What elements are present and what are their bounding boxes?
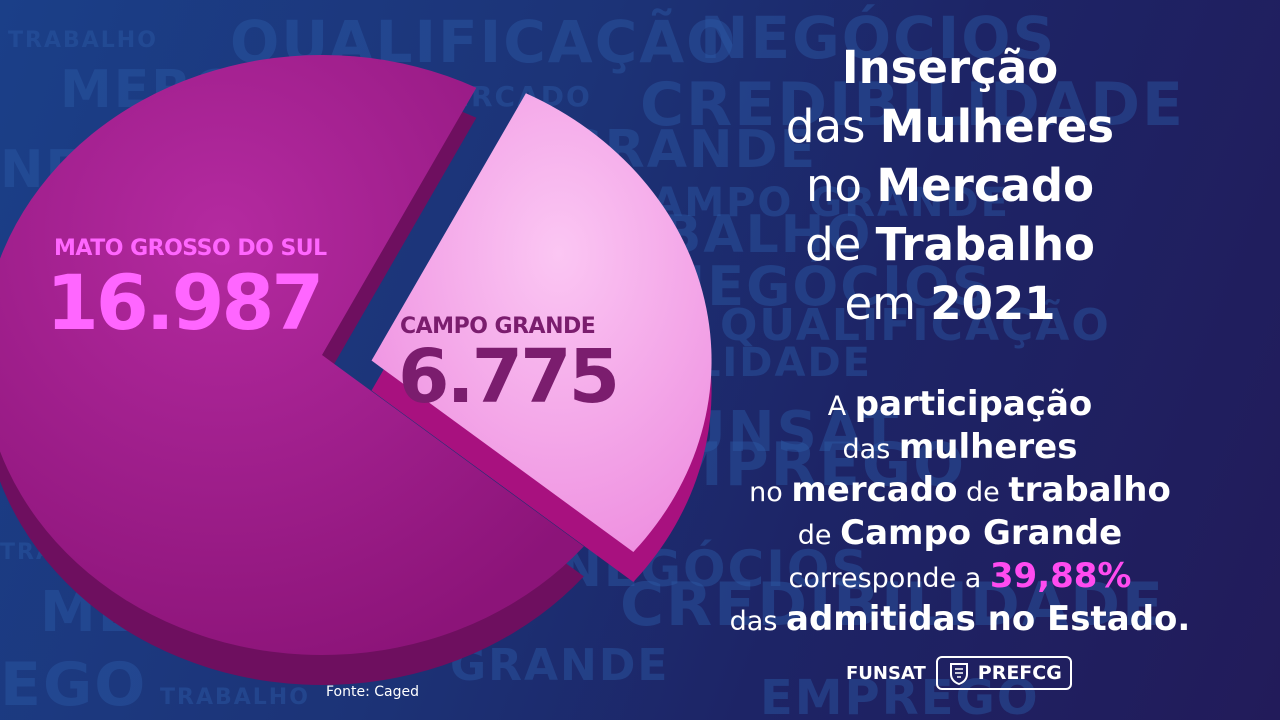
funsat-logo: FUNSAT (846, 662, 926, 684)
background-word: NEGÓCIOS (660, 255, 993, 318)
slice-label-mato-grosso-do-sul: MATO GROSSO DO SUL (54, 236, 327, 261)
body-text: A participação das mulheres no mercado d… (690, 384, 1230, 642)
body-line-2a: das (842, 434, 899, 465)
percentage-highlight: 39,88% (989, 556, 1132, 596)
slice-value-campo-grande: 6.775 (398, 334, 620, 420)
prefcg-text-a: PREF (977, 662, 1033, 684)
background-word: CREDIBILIDADE (640, 70, 1185, 140)
title-line-3a: no (805, 159, 877, 212)
prefcg-logo: PREFCG (935, 656, 1072, 690)
background-word: EMPREGO (760, 670, 1040, 720)
background-word: NEGÓCIOS (700, 4, 1057, 72)
background-word: QUALIFICAÇÃO (720, 300, 1111, 351)
title-line-3b: Mercado (876, 159, 1095, 212)
body-line-3d: trabalho (1008, 470, 1171, 510)
title-line-5a: em (844, 277, 931, 330)
body-line-4a: de (797, 520, 841, 551)
body-line-6a: das (729, 606, 787, 637)
title-line-5b: 2021 (930, 277, 1056, 330)
prefcg-text-b: CG (1032, 662, 1062, 684)
city-crest-icon (949, 663, 968, 686)
body-line-1b: participação (854, 384, 1093, 424)
slice-label-campo-grande: CAMPO GRANDE (400, 314, 596, 339)
body-line-6b: admitidas no Estado. (786, 599, 1191, 639)
source-note: Fonte: Caged (326, 684, 420, 700)
background-word: GRANDE (450, 640, 670, 691)
title-line-2a: das (785, 100, 880, 153)
body-line-5a: corresponde a (788, 563, 990, 594)
title-line-4a: de (805, 218, 876, 271)
body-line-3a: no (749, 477, 792, 508)
slice-mato-grosso-do-sul (0, 55, 584, 655)
title-line-1: Inserção (841, 41, 1059, 94)
background-word: EGO (0, 650, 148, 720)
body-line-4b: Campo Grande (840, 513, 1123, 553)
slice-value-mato-grosso-do-sul: 16.987 (46, 258, 324, 347)
background-word: TRABALHO (160, 685, 310, 710)
background-word: CAMPO GRANDE (620, 180, 1010, 226)
title-line-2b: Mulheres (879, 100, 1115, 153)
body-line-2b: mulheres (898, 427, 1078, 467)
body-line-3c: de (957, 477, 1009, 508)
body-line-1a: A (827, 391, 855, 422)
background-word: TRABALHO (8, 28, 158, 53)
slice-campo-grande (371, 93, 712, 552)
logos: FUNSAT PREFCG (846, 656, 1072, 690)
background-word: CREDIBILIDADE (620, 570, 1165, 640)
page-title: Inserção das Mulheres no Mercado de Trab… (740, 38, 1160, 333)
title-line-4b: Trabalho (875, 218, 1095, 271)
body-line-3b: mercado (791, 470, 958, 510)
